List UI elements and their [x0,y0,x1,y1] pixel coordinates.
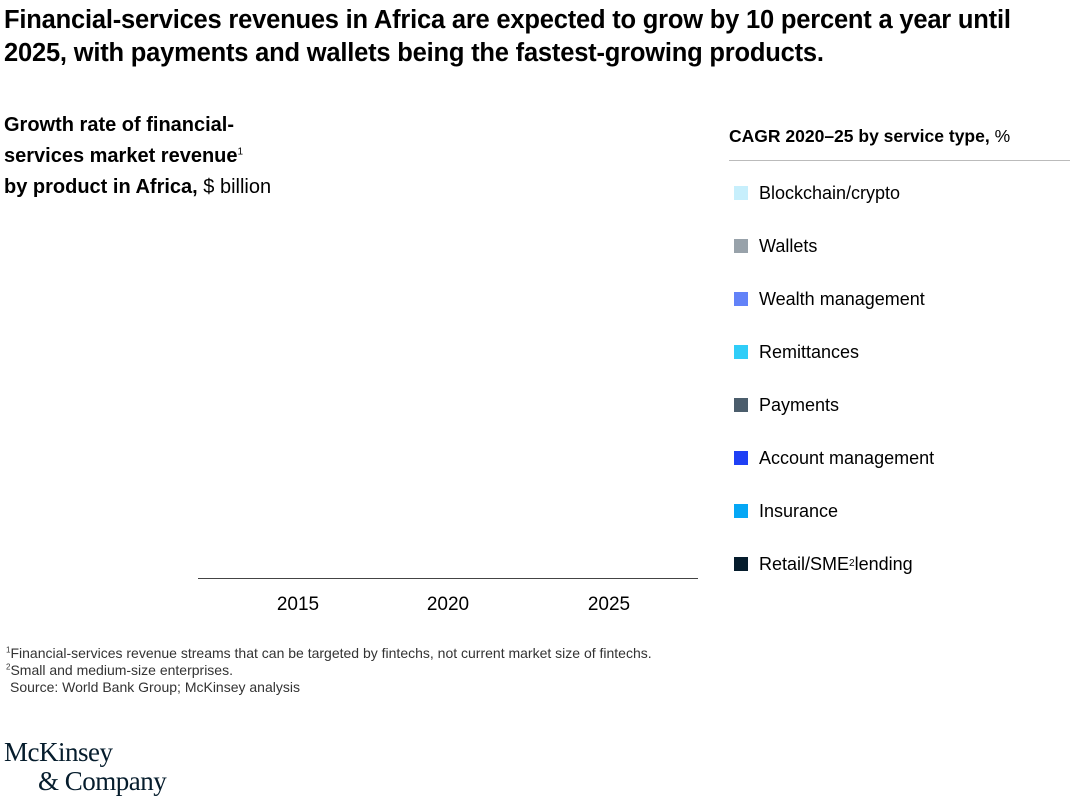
footnote-2-text: Small and medium-size enterprises. [10,662,233,678]
chart-title: Financial-services revenues in Africa ar… [4,6,1011,67]
legend-item: Wallets [734,234,817,258]
footnote-1-marker: 1 [6,645,11,655]
legend-heading-unit: % [989,126,1011,146]
logo-line1: McKinsey [4,737,113,767]
legend-label: Remittances [759,341,860,362]
footnote-2: 2Small and medium-size enterprises. [6,662,233,679]
subtitle-line2: services market revenue [4,145,238,167]
footnote-1-text: Financial-services revenue streams that … [10,645,652,661]
subtitle-line3: by product in Africa, [4,176,198,198]
legend-item: Payments [734,393,839,417]
subtitle-line1: Growth rate of financial- [4,114,235,136]
legend-label: Wallets [759,235,818,256]
legend-item: Account management [734,446,934,470]
legend-item: Wealth management [734,287,925,311]
legend-item: Insurance [734,499,838,523]
legend-heading: CAGR 2020–25 by service type, % [729,126,1010,147]
legend-label-suffix: lending [854,553,913,574]
legend-label: Wealth management [759,288,925,309]
legend-swatch [734,186,748,200]
legend-heading-bold: CAGR 2020–25 by service type, [729,126,990,146]
legend-label: Retail/SME [759,553,850,574]
subtitle-footnote-ref: 1 [237,146,244,158]
legend-label: Payments [759,394,840,415]
subtitle-unit: $ billion [197,176,272,198]
chart-subtitle: Growth rate of financial- services marke… [4,110,304,203]
legend-item: Remittances [734,340,859,364]
legend-divider [729,160,1070,161]
footnote-2-marker: 2 [6,662,11,672]
legend-label: Account management [759,447,935,468]
legend-swatch [734,451,748,465]
legend-swatch [734,292,748,306]
legend-item: Blockchain/crypto [734,181,900,205]
legend-item: Retail/SME 2 lending [734,552,913,576]
mckinsey-logo: McKinsey & Company [4,737,167,796]
legend-swatch [734,398,748,412]
legend-swatch [734,345,748,359]
x-tick-label: 2015 [277,594,319,615]
x-tick-label: 2020 [427,594,469,615]
footnote-1: 1Financial-services revenue streams that… [6,645,652,662]
legend-swatch [734,239,748,253]
source-note: Source: World Bank Group; McKinsey analy… [10,679,300,695]
legend-label: Blockchain/crypto [759,182,901,203]
x-tick-label: 2025 [588,594,630,615]
legend-swatch [734,504,748,518]
legend-label: Insurance [759,500,839,521]
legend-swatch [734,557,748,571]
logo-line2: & Company [38,766,167,796]
